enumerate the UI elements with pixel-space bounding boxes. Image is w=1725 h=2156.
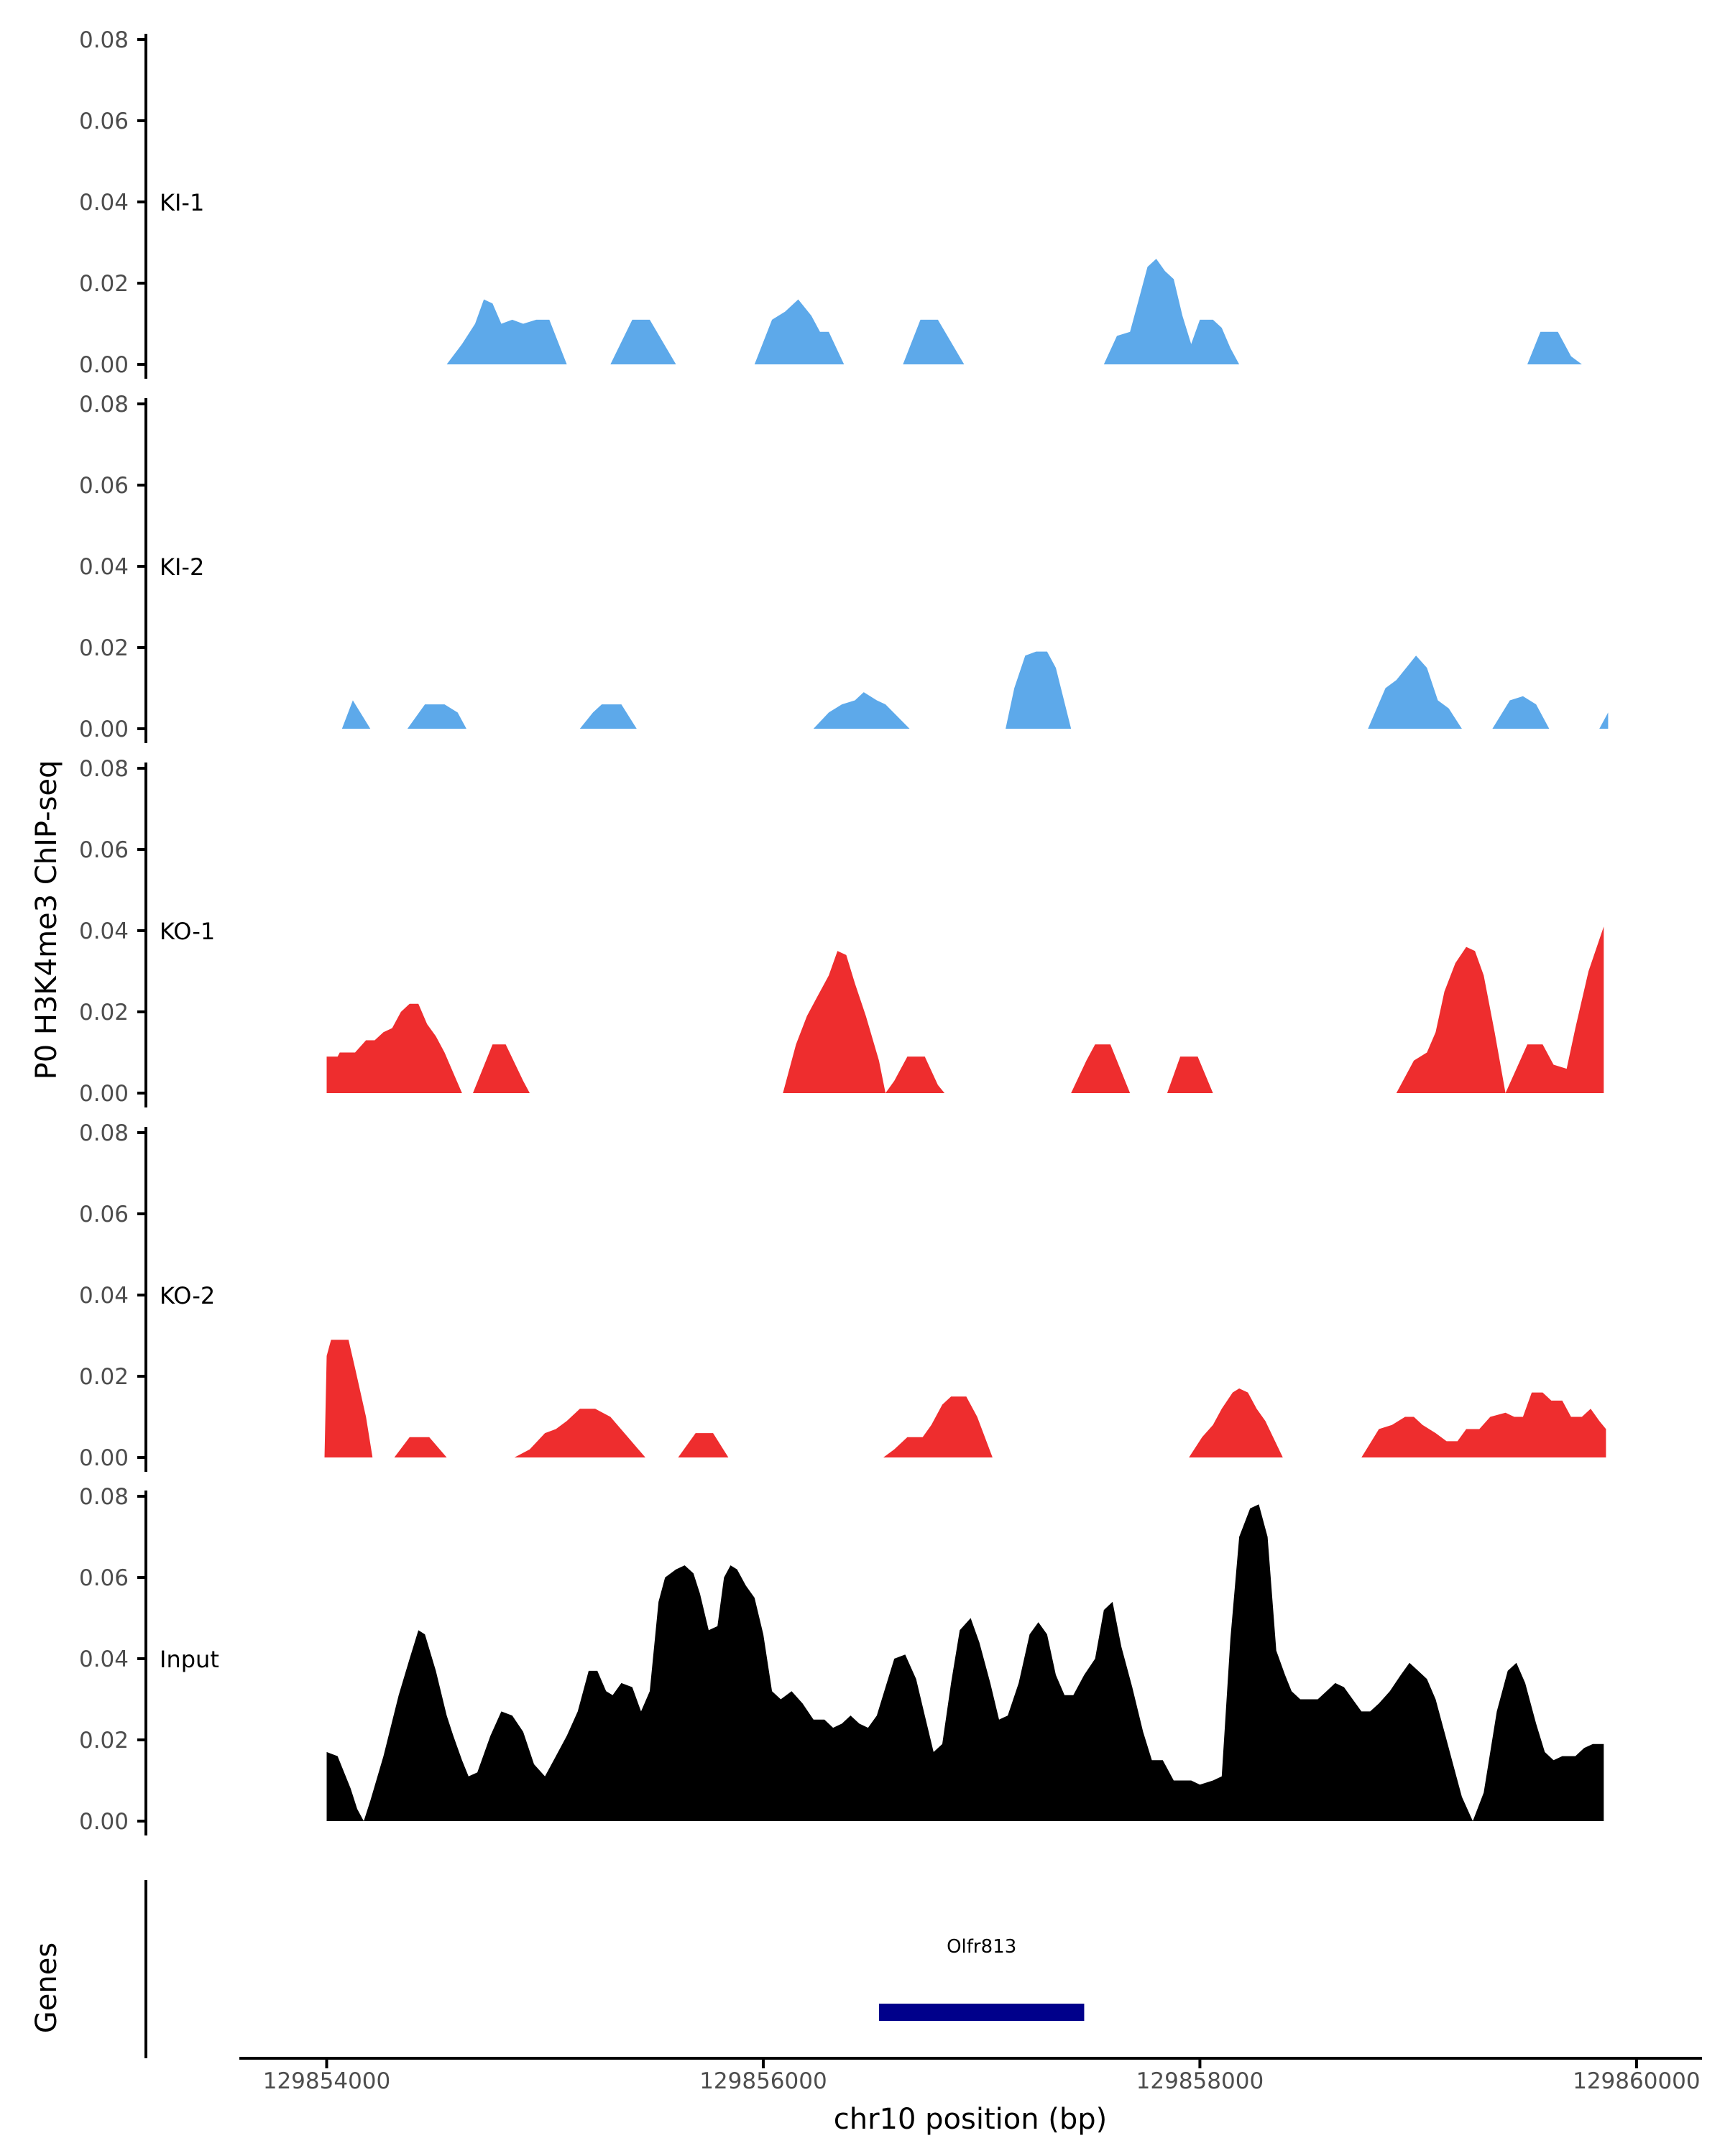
y-tick-label: 0.06 (79, 473, 129, 499)
signal-area-input (326, 1504, 1604, 1821)
y-tick-label: 0.08 (79, 1120, 129, 1146)
track-panel-ko-1: 0.00 0.02 0.04 0.06 0.08 KO-1 (79, 756, 1604, 1107)
gene-strand-arrow (956, 2005, 965, 2019)
x-tick-label: 129854000 (263, 2068, 391, 2094)
track-panels: 0.00 0.02 0.04 0.06 0.08 KI-1 0.00 0.02 0.04 0.06… (79, 27, 1609, 1835)
y-tick-label: 0.02 (79, 635, 129, 661)
gene-strand-arrow (1072, 2005, 1081, 2019)
gene-marks: Olfr813 (878, 1936, 1085, 2021)
y-tick-label: 0.00 (79, 352, 129, 378)
y-tick-label: 0.04 (79, 554, 129, 580)
y-tick-label: 0.08 (79, 27, 129, 53)
signal-area-ki-2 (341, 651, 1609, 729)
x-tick-label: 129858000 (1136, 2068, 1264, 2094)
track-panel-ki-1: 0.00 0.02 0.04 0.06 0.08 KI-1 (79, 27, 1582, 379)
gene-label: Olfr813 (947, 1936, 1016, 1958)
gene-strand-arrow (995, 2005, 1003, 2019)
track-label: KO-1 (160, 918, 215, 945)
y-tick-label: 0.02 (79, 1728, 129, 1754)
track-label: KO-2 (160, 1282, 215, 1309)
gene-strand-arrow (891, 2005, 900, 2019)
y-tick-label: 0.04 (79, 1646, 129, 1672)
track-label: Input (160, 1646, 219, 1673)
y-tick-label: 0.06 (79, 837, 129, 863)
genes-axis-title: Genes (30, 1943, 63, 2033)
y-tick-label: 0.02 (79, 1364, 129, 1390)
x-axis-title: chr10 position (bp) (834, 2103, 1108, 2136)
genes-panel: Genes Olfr813 (30, 1880, 1085, 2058)
x-tick-label: 129860000 (1573, 2068, 1701, 2094)
y-tick-label: 0.06 (79, 1565, 129, 1591)
signal-area-ki-1 (446, 259, 1582, 364)
x-tick-label: 129856000 (699, 2068, 827, 2094)
gene-strand-arrow (1021, 2005, 1029, 2019)
track-label: KI-2 (160, 553, 204, 581)
y-tick-label: 0.04 (79, 918, 129, 944)
y-tick-label: 0.06 (79, 109, 129, 134)
y-tick-label: 0.08 (79, 1484, 129, 1510)
gene-strand-arrow (878, 2005, 887, 2019)
y-tick-label: 0.00 (79, 1445, 129, 1471)
y-axis-title: P0 H3K4me3 ChIP-seq (30, 760, 63, 1080)
x-axis: 129854000 129856000 129858000 129860000 chr… (239, 2057, 1702, 2136)
gene-strand-arrow (1034, 2005, 1042, 2019)
track-panel-input: 0.00 0.02 0.04 0.06 0.08 Input (79, 1484, 1604, 1835)
gene-strand-arrow (1008, 2005, 1016, 2019)
y-tick-label: 0.00 (79, 717, 129, 742)
signal-area-ko-2 (324, 1340, 1606, 1457)
y-tick-label: 0.02 (79, 271, 129, 297)
y-tick-label: 0.08 (79, 756, 129, 782)
signal-area-ko-1 (326, 926, 1604, 1093)
gene-strand-arrow (982, 2005, 990, 2019)
y-tick-label: 0.00 (79, 1809, 129, 1835)
y-tick-label: 0.08 (79, 392, 129, 418)
y-tick-label: 0.02 (79, 1000, 129, 1026)
gene-strand-arrow (1059, 2005, 1068, 2019)
y-tick-label: 0.00 (79, 1081, 129, 1107)
gene-strand-arrow (917, 2005, 926, 2019)
y-tick-label: 0.04 (79, 190, 129, 216)
y-tick-label: 0.06 (79, 1202, 129, 1227)
y-tick-label: 0.04 (79, 1283, 129, 1309)
gene-strand-arrow (930, 2005, 939, 2019)
gene-strand-arrow (943, 2005, 952, 2019)
gene-strand-arrow (904, 2005, 913, 2019)
gene-strand-arrow (969, 2005, 978, 2019)
track-panel-ki-2: 0.00 0.02 0.04 0.06 0.08 KI-2 (79, 392, 1609, 743)
gene-strand-arrow (1046, 2005, 1055, 2019)
track-panel-ko-2: 0.00 0.02 0.04 0.06 0.08 KO-2 (79, 1120, 1606, 1472)
track-label: KI-1 (160, 189, 204, 216)
x-ticks: 129854000 129856000 129858000 129860000 (263, 2058, 1701, 2094)
